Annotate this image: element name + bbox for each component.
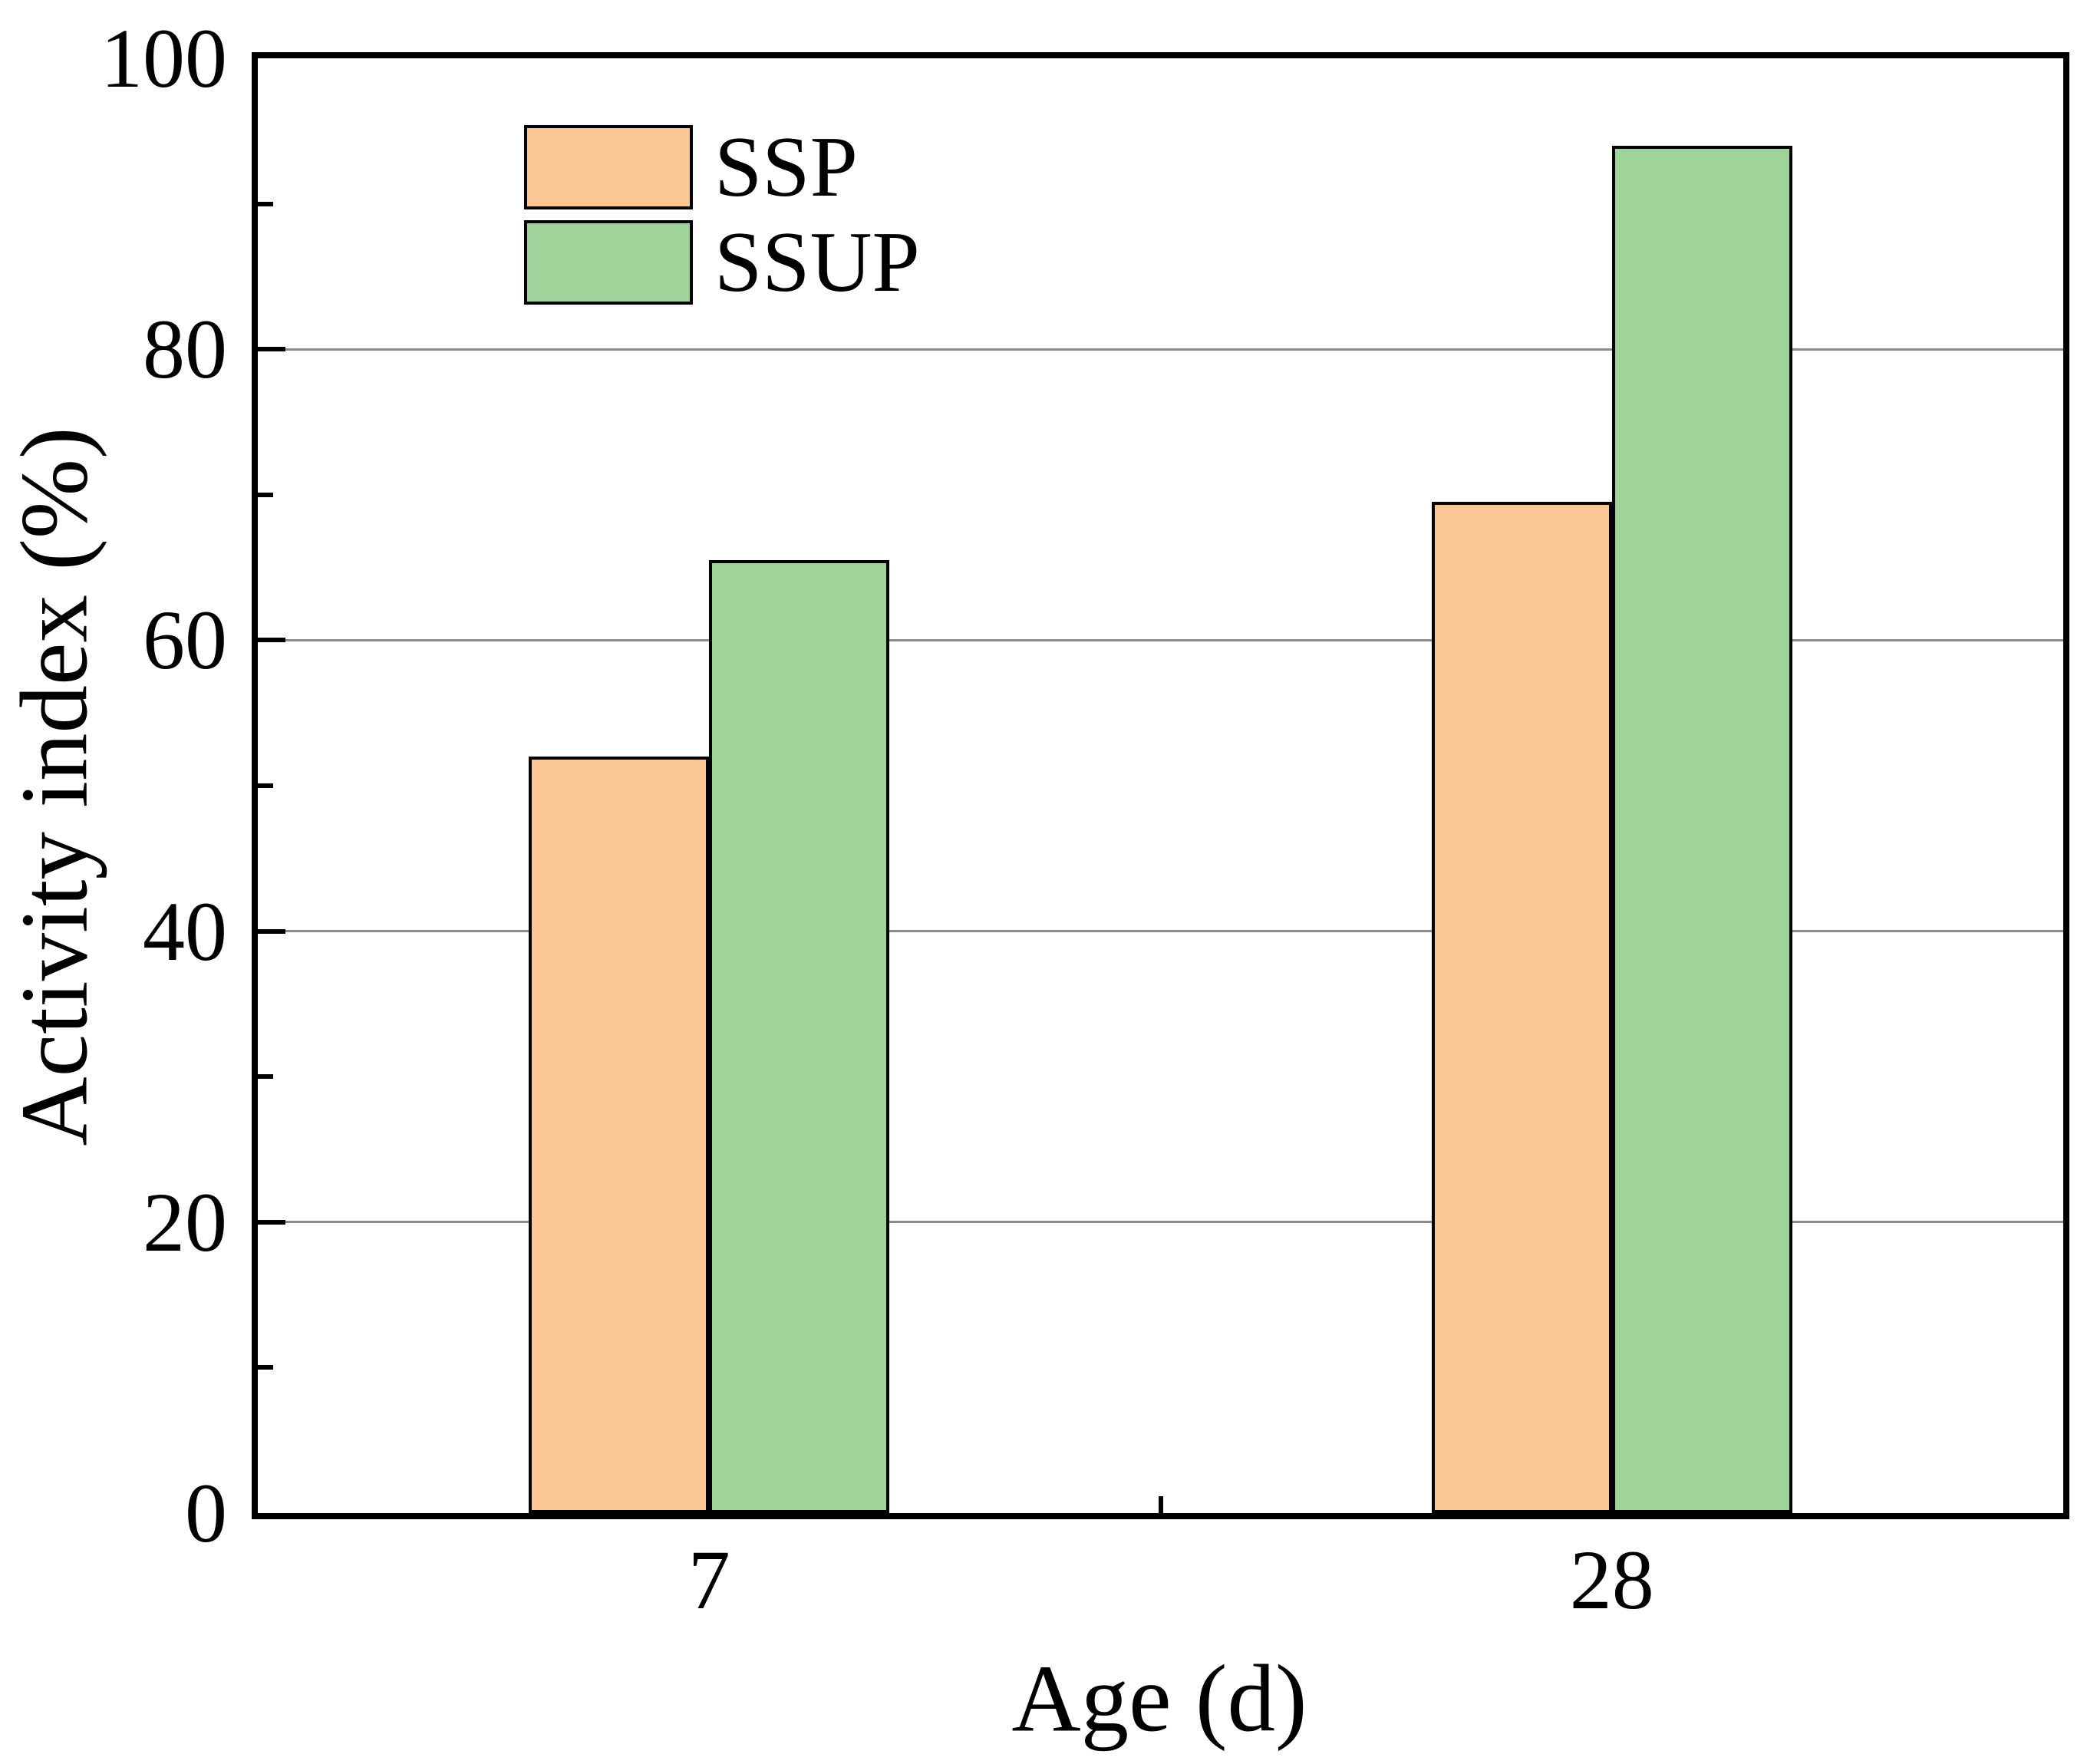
- y-minor-tick-70: [258, 492, 273, 497]
- y-major-tick-20: [258, 1219, 285, 1225]
- y-tick-label-20: 20: [143, 1175, 227, 1269]
- plot-area: SSP SSUP: [252, 52, 2069, 1519]
- y-major-tick-40: [258, 928, 285, 934]
- bar-ssup-age7: [709, 560, 890, 1513]
- gridline-y80: [258, 348, 2063, 351]
- gridline-y20: [258, 1221, 2063, 1224]
- legend-swatch-ssp: [524, 125, 693, 209]
- legend-swatch-ssup: [524, 220, 693, 305]
- y-tick-label-60: 60: [143, 593, 227, 687]
- y-tick-label-40: 40: [143, 884, 227, 978]
- bar-ssup-age28: [1611, 146, 1792, 1513]
- x-tick-label-28: 28: [1569, 1533, 1654, 1627]
- y-tick-label-0: 0: [185, 1466, 227, 1560]
- y-minor-tick-90: [258, 201, 273, 206]
- bar-ssp-age28: [1431, 502, 1612, 1513]
- y-minor-tick-10: [258, 1365, 273, 1370]
- legend-row-ssp: SSP: [524, 120, 920, 215]
- legend-row-ssup: SSUP: [524, 215, 920, 310]
- y-tick-label-100: 100: [101, 12, 227, 105]
- legend-label-ssp: SSP: [714, 120, 858, 215]
- x-tick-label-7: 7: [687, 1533, 730, 1627]
- x-boundary-tick-1: [1158, 1496, 1163, 1513]
- y-minor-tick-50: [258, 783, 273, 788]
- x-axis-title: Age (d): [1011, 1646, 1307, 1752]
- legend: SSP SSUP: [524, 120, 920, 315]
- y-minor-tick-30: [258, 1074, 273, 1080]
- bar-ssp-age7: [529, 757, 710, 1513]
- y-major-tick-60: [258, 638, 285, 643]
- y-major-tick-80: [258, 347, 285, 352]
- y-axis-title: Activity index (%): [2, 427, 108, 1146]
- y-tick-label-80: 80: [143, 302, 227, 397]
- legend-label-ssup: SSUP: [714, 215, 920, 310]
- gridline-y40: [258, 930, 2063, 933]
- gridline-y60: [258, 638, 2063, 641]
